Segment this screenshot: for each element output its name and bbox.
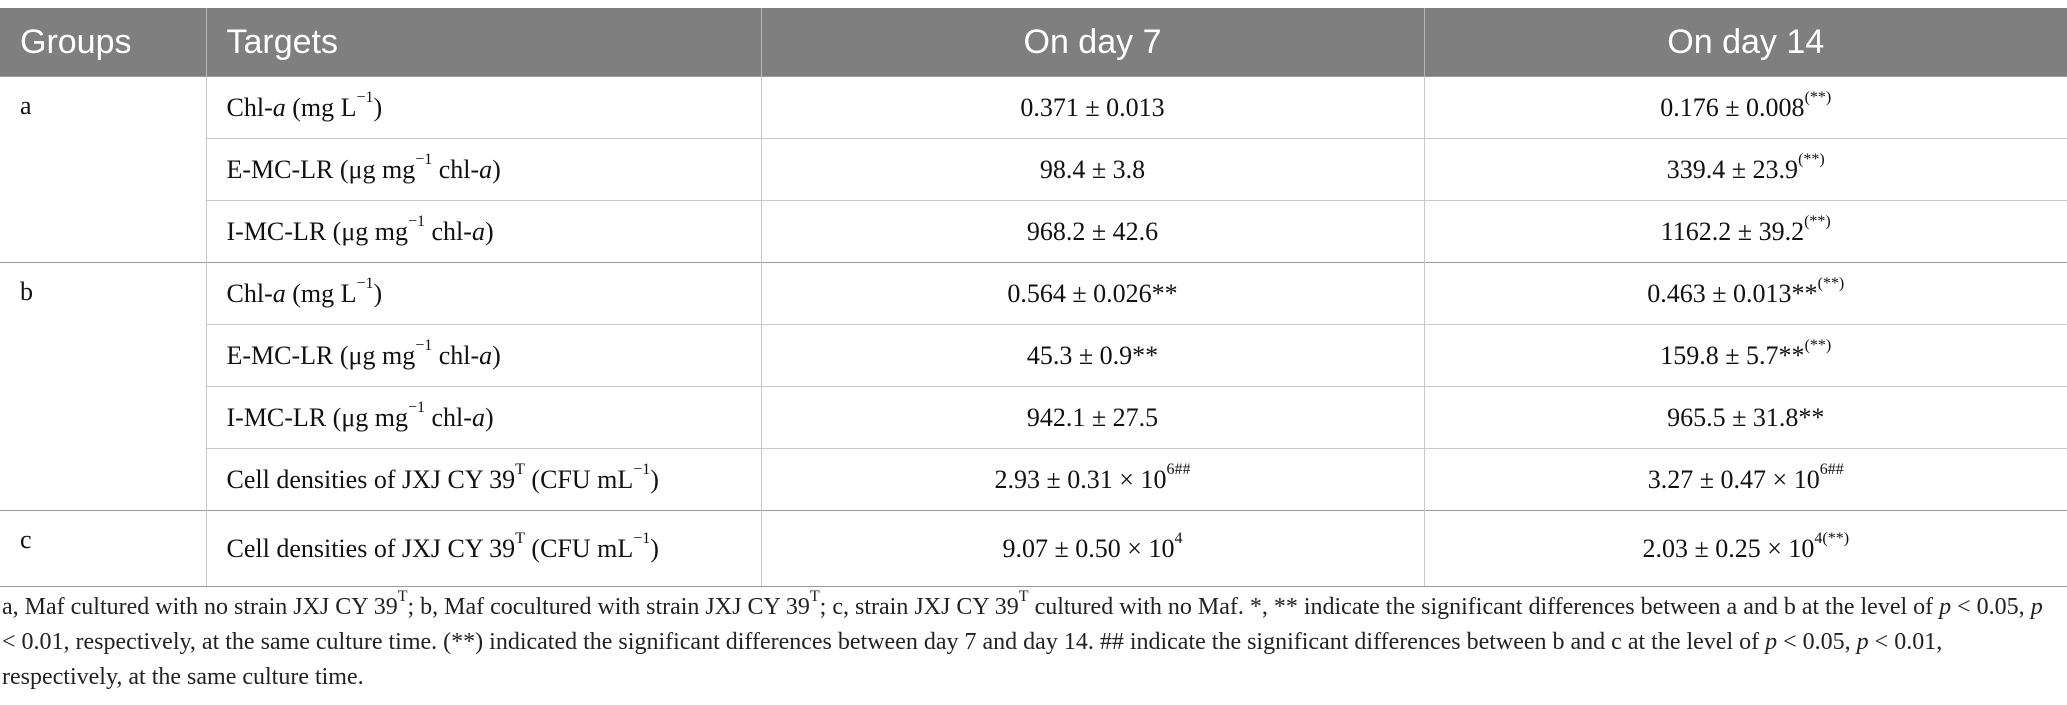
target-cell: Cell densities of JXJ CY 39T (CFU mL−1) <box>205 510 761 587</box>
table-row: I-MC-LR (μg mg−1 chl-a) 968.2 ± 42.6 116… <box>0 200 2067 263</box>
day7-value: 0.564 ± 0.026** <box>760 262 1424 325</box>
table-header-row: Groups Targets On day 7 On day 14 <box>0 8 2067 77</box>
table-row: I-MC-LR (μg mg−1 chl-a) 942.1 ± 27.5 965… <box>0 386 2067 449</box>
day14-value: 339.4 ± 23.9(**) <box>1423 138 2067 201</box>
day14-value: 3.27 ± 0.47 × 106## <box>1423 448 2067 511</box>
header-groups: Groups <box>0 8 206 77</box>
day14-value: 159.8 ± 5.7**(**) <box>1423 324 2067 387</box>
results-table: Groups Targets On day 7 On day 14 a Chl-… <box>0 8 2067 587</box>
day14-value: 0.463 ± 0.013**(**) <box>1423 262 2067 325</box>
table-row: b Chl-a (mg L−1) 0.564 ± 0.026** 0.463 ±… <box>0 262 2067 511</box>
header-targets: Targets <box>205 8 761 77</box>
target-cell: I-MC-LR (μg mg−1 chl-a) <box>205 386 761 449</box>
table-row: Cell densities of JXJ CY 39T (CFU mL−1) … <box>0 448 2067 511</box>
table-row: c Cell densities of JXJ CY 39T (CFU mL−1… <box>0 510 2067 587</box>
day14-value: 1162.2 ± 39.2(**) <box>1423 200 2067 263</box>
day7-value: 45.3 ± 0.9** <box>760 324 1424 387</box>
group-label-a: a <box>0 76 206 263</box>
day7-value: 942.1 ± 27.5 <box>760 386 1424 449</box>
day7-value: 98.4 ± 3.8 <box>760 138 1424 201</box>
day7-value: 0.371 ± 0.013 <box>760 76 1424 139</box>
day7-value: 2.93 ± 0.31 × 106## <box>760 448 1424 511</box>
day7-value: 968.2 ± 42.6 <box>760 200 1424 263</box>
header-day-7: On day 7 <box>760 8 1424 77</box>
target-cell: I-MC-LR (μg mg−1 chl-a) <box>205 200 761 263</box>
target-cell: E-MC-LR (μg mg−1 chl-a) <box>205 324 761 387</box>
day7-value: 9.07 ± 0.50 × 104 <box>760 510 1424 587</box>
table-footnote: a, Maf cultured with no strain JXJ CY 39… <box>2 588 2043 691</box>
header-day-14: On day 14 <box>1423 8 2067 77</box>
table-row: E-MC-LR (μg mg−1 chl-a) 45.3 ± 0.9** 159… <box>0 324 2067 387</box>
day14-value: 0.176 ± 0.008(**) <box>1423 76 2067 139</box>
day14-value: 965.5 ± 31.8** <box>1423 386 2067 449</box>
target-cell: Cell densities of JXJ CY 39T (CFU mL−1) <box>205 448 761 511</box>
table-row: a Chl-a (mg L−1) 0.371 ± 0.013 0.176 ± 0… <box>0 76 2067 263</box>
group-label-c: c <box>0 510 206 587</box>
day14-value: 2.03 ± 0.25 × 104(**) <box>1423 510 2067 587</box>
target-cell: Chl-a (mg L−1) <box>205 262 761 325</box>
target-cell: Chl-a (mg L−1) <box>205 76 761 139</box>
target-cell: E-MC-LR (μg mg−1 chl-a) <box>205 138 761 201</box>
table-row: E-MC-LR (μg mg−1 chl-a) 98.4 ± 3.8 339.4… <box>0 138 2067 201</box>
group-label-b: b <box>0 262 206 511</box>
data-table-container: Groups Targets On day 7 On day 14 a Chl-… <box>0 8 2067 587</box>
